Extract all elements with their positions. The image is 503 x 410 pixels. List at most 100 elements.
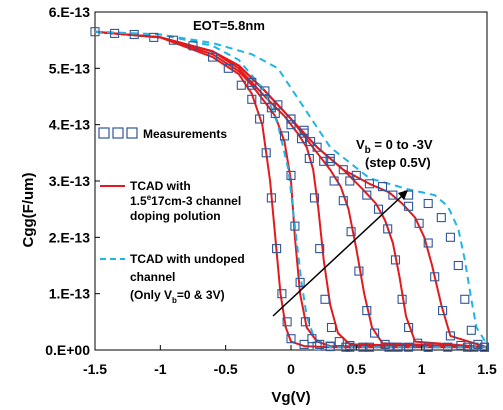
x-tick-label: 0.5 — [347, 361, 367, 377]
x-tick-label: -1 — [154, 361, 167, 377]
measurement-point — [423, 342, 433, 352]
measurement-point — [456, 340, 466, 351]
y-tick-label: 4.E-13 — [49, 117, 90, 133]
legend-undoped-prefix: (Only V — [130, 288, 172, 302]
y-tick-label: 0.E+00 — [45, 342, 90, 358]
measurement-point — [393, 342, 403, 352]
measurement-point — [423, 198, 433, 209]
measurement-point — [351, 170, 361, 180]
vb-direction-arrow-head — [398, 190, 408, 200]
measurement-points — [90, 27, 489, 352]
measurement-point — [277, 289, 287, 299]
legend-label-tcad-doped-1: TCAD with — [130, 179, 191, 193]
measurement-point — [208, 52, 218, 62]
measurement-point — [236, 80, 246, 90]
vb-range-annotation: Vb = 0 to -3V — [356, 137, 433, 156]
measurement-point — [307, 334, 317, 344]
measurement-point — [300, 317, 310, 327]
measurement-point — [260, 86, 270, 96]
x-tick-label: 0 — [287, 361, 295, 377]
measurement-point — [345, 340, 355, 351]
legend-undoped-suffix: =0 & 3V) — [177, 288, 225, 302]
legend-doped-rest: 17cm-3 channel — [151, 194, 241, 208]
measurement-point — [338, 165, 348, 175]
vb-symbol: V — [356, 137, 365, 152]
measurement-point — [325, 153, 335, 164]
measurement-point — [404, 322, 414, 333]
y-axis-ticks: 0.E+00 1.E-13 2.E-13 3.E-13 4.E-13 5.E-13 6.E-… — [45, 4, 100, 358]
measurement-point — [279, 131, 290, 141]
measurement-point — [266, 193, 276, 203]
measurement-point — [319, 156, 329, 166]
measurement-point — [354, 266, 364, 276]
measurement-point — [373, 204, 384, 214]
measurement-point — [247, 80, 257, 90]
measurement-point — [479, 342, 489, 352]
measurement-point — [299, 125, 309, 135]
tcad-undoped-curve — [94, 30, 488, 345]
vb-subscript: b — [365, 145, 371, 156]
measurement-point — [358, 342, 368, 352]
measurement-point — [380, 339, 390, 349]
legend-doped-superscript: e — [147, 193, 152, 202]
measurement-point — [286, 114, 296, 124]
tcad-doped-curve — [94, 30, 488, 349]
measurement-point — [247, 94, 257, 104]
measurement-point — [255, 114, 265, 124]
measurement-point — [443, 342, 453, 352]
measurement-point — [273, 100, 283, 110]
vb-step-annotation: (step 0.5V) — [365, 155, 431, 170]
measurement-point — [453, 260, 463, 271]
measurement-point — [404, 342, 414, 352]
measurement-point — [309, 193, 320, 203]
measurement-point — [404, 201, 414, 211]
measurement-point — [362, 190, 372, 200]
measurement-point — [462, 342, 472, 352]
legend-undoped-subscript: b — [172, 296, 177, 305]
measurement-point — [282, 317, 292, 327]
legend-label-tcad-undoped-3: (Only Vb=0 & 3V) — [130, 288, 225, 305]
legend-label-tcad-doped-2: 1.5e17cm-3 channel — [130, 193, 241, 208]
measurement-point — [390, 255, 401, 265]
legend-marker-measurements-1 — [98, 127, 110, 139]
legend-label-tcad-doped-3: doping polution — [130, 209, 221, 223]
measurement-point — [188, 41, 198, 51]
measurement-point — [129, 29, 139, 40]
measurement-point — [272, 244, 282, 254]
measurement-point — [436, 213, 446, 223]
vb-range-text: = 0 to -3V — [371, 137, 433, 152]
measurement-point — [345, 176, 355, 186]
measurement-point — [312, 142, 322, 152]
measurement-point — [223, 63, 233, 73]
measurement-point — [334, 337, 344, 347]
measurement-point — [286, 334, 296, 344]
y-tick-label: 2.E-13 — [49, 229, 90, 245]
measurement-point — [445, 331, 455, 341]
measurement-point — [423, 238, 433, 248]
measurement-point — [286, 120, 296, 130]
x-axis-label: Vg(V) — [271, 389, 310, 406]
measurement-point — [397, 294, 407, 304]
legend-label-tcad-undoped-1: TCAD with undoped — [130, 252, 245, 266]
measurement-point — [460, 294, 470, 304]
measurement-point — [362, 306, 372, 316]
measurement-point — [414, 218, 424, 228]
measurement-point — [388, 190, 398, 200]
x-tick-label: -1.5 — [83, 361, 107, 377]
measurement-point — [325, 341, 335, 351]
legend-doped-number: 1.5 — [130, 194, 147, 208]
measurement-point — [329, 176, 339, 186]
legend-label-measurements: Measurements — [143, 127, 227, 141]
legend-marker-measurements-2 — [112, 127, 124, 139]
measurement-point — [286, 170, 296, 180]
x-tick-label: 1.5 — [477, 361, 497, 377]
y-axis-label: Cgg(F/um) — [20, 173, 37, 248]
legend: Measurements TCAD with 1.5e17cm-3 channe… — [98, 127, 245, 305]
measurement-point — [364, 342, 374, 352]
measurement-point — [299, 339, 309, 349]
y-tick-label: 5.E-13 — [49, 60, 90, 76]
measurement-point — [338, 196, 348, 206]
measurement-point — [326, 322, 337, 333]
measurement-point — [306, 137, 316, 147]
